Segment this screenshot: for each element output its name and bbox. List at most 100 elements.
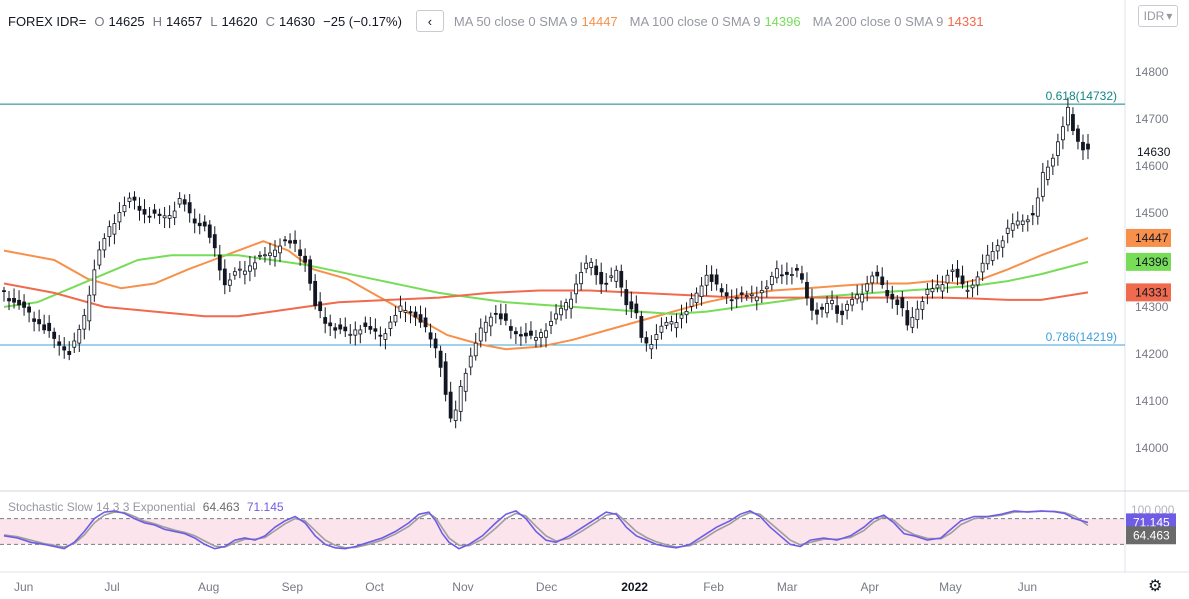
candle-body xyxy=(774,268,779,279)
candle-body xyxy=(187,202,192,214)
candle-body xyxy=(97,249,102,266)
candle-body xyxy=(1005,227,1010,234)
candle-body xyxy=(845,304,850,311)
stochastic-d-badge xyxy=(1126,526,1176,545)
x-tick-label: Apr xyxy=(860,580,879,594)
candle-body xyxy=(127,197,132,202)
x-tick-label: Feb xyxy=(703,580,724,594)
candle-body xyxy=(453,409,458,421)
candle-body xyxy=(258,254,262,257)
candle-body xyxy=(232,271,237,276)
candle-body xyxy=(117,212,122,223)
candle-body xyxy=(895,299,900,306)
candle-body xyxy=(800,273,804,280)
candle-body xyxy=(27,306,31,313)
stochastic-d-value: 64.463 xyxy=(202,500,240,514)
candle-body xyxy=(960,275,965,285)
candle-body xyxy=(32,318,37,322)
candle-body xyxy=(815,309,819,315)
y-tick-label: 14200 xyxy=(1135,347,1169,361)
candle-body xyxy=(333,327,338,331)
candle-body xyxy=(830,300,834,305)
candle-body xyxy=(724,292,729,297)
candle-body xyxy=(217,254,222,271)
candle-body xyxy=(383,333,388,340)
candle-body xyxy=(529,330,533,336)
candle-body xyxy=(1030,213,1035,216)
candle-body xyxy=(629,301,634,310)
candle-body xyxy=(519,334,523,337)
candle-body xyxy=(428,332,433,340)
close-label: C xyxy=(265,13,275,29)
gear-icon[interactable]: ⚙ xyxy=(1148,578,1163,595)
candle-body xyxy=(288,240,292,244)
y-tick-label: 14800 xyxy=(1135,65,1169,79)
candle-body xyxy=(142,209,147,215)
x-tick-label: Dec xyxy=(536,580,557,594)
candle-body xyxy=(157,213,162,216)
candle-body xyxy=(915,308,920,321)
high-label: H xyxy=(152,13,163,29)
x-tick-label: Jun xyxy=(1018,580,1037,594)
candle-body xyxy=(679,314,684,319)
candle-body xyxy=(403,310,408,313)
candle-body xyxy=(498,313,503,320)
ma-line xyxy=(3,254,1089,316)
x-tick-label: Aug xyxy=(198,580,219,594)
y-tick-label: 14000 xyxy=(1135,441,1169,455)
candle-body xyxy=(940,284,945,292)
candle-body xyxy=(975,276,980,286)
candle-body xyxy=(423,317,428,328)
last-price-label: 14630 xyxy=(1137,145,1171,159)
open-label: O xyxy=(94,13,105,29)
candle-body xyxy=(639,315,644,338)
y-tick-label: 14300 xyxy=(1135,300,1169,314)
candle-body xyxy=(373,328,378,332)
ma50-label: MA 50 close 0 SMA 9 xyxy=(453,13,578,29)
candle-body xyxy=(353,329,358,336)
candle-body xyxy=(62,346,67,351)
candle-body xyxy=(112,223,117,235)
candle-body xyxy=(955,268,960,278)
x-tick-label: 2022 xyxy=(621,580,648,594)
stochastic-title: Stochastic Slow 14 3 3 Exponential xyxy=(8,500,196,514)
ma50-value: 14447 xyxy=(581,13,618,29)
candle-body xyxy=(283,239,287,242)
y-tick-label: 14500 xyxy=(1135,206,1169,220)
candle-body xyxy=(554,313,558,320)
stochastic-legend: Stochastic Slow 14 3 3 Exponential 64.46… xyxy=(8,500,284,514)
candle-body xyxy=(995,245,1000,252)
candle-body xyxy=(473,342,478,357)
candle-body xyxy=(122,205,127,213)
candle-body xyxy=(569,298,573,309)
candle-body xyxy=(207,224,212,238)
candle-body xyxy=(704,274,709,286)
candle-body xyxy=(865,283,870,292)
ma200-label: MA 200 close 0 SMA 9 xyxy=(812,13,944,29)
candle-body xyxy=(950,269,955,272)
candle-body xyxy=(1045,166,1050,180)
currency-button[interactable]: IDR ▾ xyxy=(1138,5,1178,27)
candle-body xyxy=(237,268,242,271)
candle-body xyxy=(47,322,52,332)
candle-body xyxy=(1025,219,1030,223)
candle-body xyxy=(604,282,609,285)
candle-body xyxy=(298,249,302,256)
candle-body xyxy=(363,322,368,327)
symbol-name: FOREX IDR= xyxy=(8,13,87,29)
collapse-legend-button[interactable]: ‹ xyxy=(415,10,444,32)
candle-body xyxy=(358,329,363,335)
candle-body xyxy=(448,391,453,419)
candle-body xyxy=(408,311,413,314)
candle-body xyxy=(1040,172,1045,197)
candle-body xyxy=(42,324,47,331)
candle-body xyxy=(1035,197,1040,217)
candle-body xyxy=(1000,240,1005,248)
candle-body xyxy=(17,299,21,306)
candle-body xyxy=(764,286,769,290)
candle-body xyxy=(483,321,488,333)
candle-body xyxy=(253,262,257,270)
candle-body xyxy=(769,275,774,285)
ma-line xyxy=(3,282,1089,318)
